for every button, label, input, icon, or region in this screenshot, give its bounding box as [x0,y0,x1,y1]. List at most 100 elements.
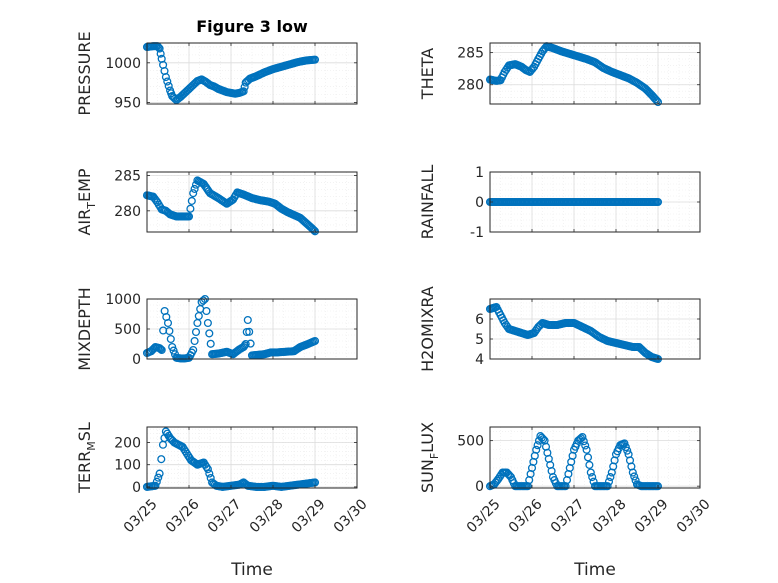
data-point [168,342,177,352]
x-axis-label: Time [230,560,273,580]
data-point [202,306,211,316]
data-point [199,296,208,305]
axes-frame [489,298,701,360]
data-point [170,94,180,103]
y-tick-label: 1 [475,165,484,181]
data-point [246,339,255,348]
data-point [190,336,199,346]
data-point [164,81,173,91]
data-point [603,482,612,491]
axes-airtemp: 280 285 AIRTEMP [75,168,358,236]
y-axis-label-main: SUN [418,459,437,493]
axes-h2omixra: 4 5 6 H2OMIXRA [418,286,701,372]
data-point [533,441,542,450]
x-axis-label: Time [573,560,616,580]
data-point [621,442,630,452]
data-point [155,469,164,478]
y-tick-label: 500 [114,322,141,338]
y-axis-label-main: RAINFALL [418,165,437,240]
data-point [241,339,250,349]
data-point [206,339,215,348]
data-point [586,468,595,477]
data-point [190,184,199,193]
data-point [604,477,614,486]
x-tick-label: 03/29 [632,496,672,536]
y-axis-label-rest: LUX [418,422,437,453]
data-point [245,327,254,336]
data-point [203,465,212,474]
y-tick-label: 1000 [105,292,141,308]
y-axis-label: PRESSURE [75,31,94,115]
data-point [187,196,196,205]
data-point [606,473,615,482]
data-point [539,435,548,444]
data-point [623,446,632,455]
axes-pressure: 950 1000 PRESSURE [75,31,358,116]
data-point [205,469,214,478]
data-point [653,197,663,207]
data-point [582,445,591,454]
y-tick-label: 500 [457,434,484,450]
data-point [653,98,663,107]
y-tick-label: 0 [132,352,141,368]
data-point [630,472,639,481]
data-point [203,318,212,328]
data-point [583,453,593,462]
data-point [205,329,214,338]
data-point [157,345,166,355]
data-point [154,473,163,482]
data-point [155,344,164,353]
x-tick-label: 03/27 [205,496,245,536]
y-tick-label: 0 [475,479,484,495]
x-tick-label: 03/28 [590,496,630,536]
y-axis-label-main: PRESSURE [75,31,94,115]
data-point [581,441,590,450]
x-tick-label: 03/29 [289,496,329,536]
y-axis-label-main: THETA [418,48,437,100]
y-tick-label: 1000 [105,56,141,72]
y-tick-label: 5 [475,332,484,348]
y-axis-label-main: MIXDEPTH [75,287,94,370]
y-axis-label: H2OMIXRA [418,286,437,372]
data-point [152,477,161,486]
y-tick-label: 280 [114,204,141,220]
data-point [156,49,165,58]
axes-frame [146,42,358,105]
figure-title: Figure 3 low [196,17,308,36]
data-point [308,225,317,234]
data-point [653,482,663,491]
data-point [155,44,164,53]
y-axis-label-main: AIR [75,209,94,236]
data-point [184,212,194,221]
data-point [585,460,594,469]
data-point [186,204,195,213]
axes-theta: 280 285 THETA [418,42,701,107]
x-tick-label: 03/28 [247,496,287,536]
data-point [628,468,637,477]
y-axis-label: MIXDEPTH [75,287,94,370]
x-tick-label: 03/25 [464,496,504,536]
data-point [578,432,587,442]
data-point [310,227,320,236]
data-point [532,445,541,454]
y-tick-label: 4 [475,352,484,368]
axes-frame [489,426,701,489]
axes-terrmsl: 0 100 200 TERRMSL 03/25 03/26 03/27 03/28 03/29 0… [75,422,371,580]
data-point [163,318,173,328]
y-tick-label: 950 [114,95,141,111]
y-axis-label-subscript: T [85,202,98,210]
y-tick-label: 285 [457,46,484,62]
y-tick-label: 100 [114,458,141,474]
y-axis-label: TERRMSL [75,422,98,494]
data-point [156,345,165,354]
y-tick-label: 280 [457,78,484,94]
data-point [239,87,248,96]
y-axis-label: THETA [418,48,437,100]
x-tick-label: 03/30 [331,496,371,536]
x-tick-label: 03/25 [121,496,161,536]
axes-frame [146,426,358,489]
y-axis-label-subscript: F [428,453,441,459]
data-point [309,226,319,235]
